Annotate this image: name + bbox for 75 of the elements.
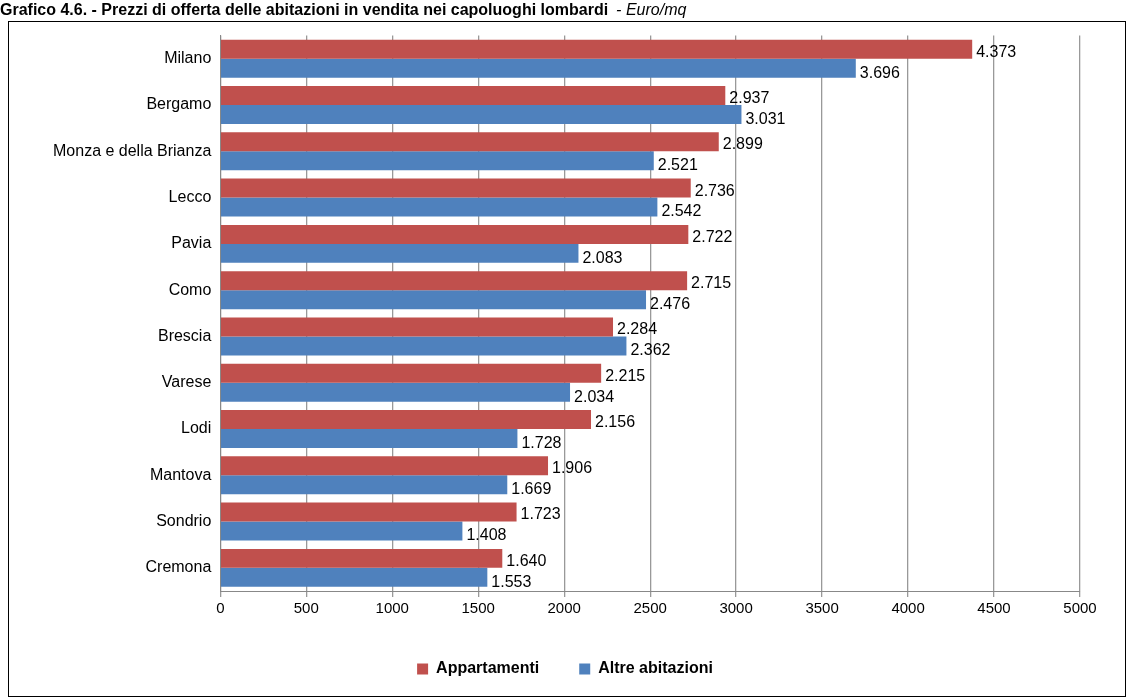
y-tick-label: Sondrio [156, 511, 212, 529]
y-tick-label: Lecco [168, 188, 212, 205]
bar [220, 429, 518, 448]
y-tick-label: Mantova [149, 465, 212, 483]
data-label: 2.722 [692, 227, 733, 245]
data-label: 2.476 [650, 295, 691, 313]
bar [220, 475, 508, 495]
bar [220, 382, 571, 402]
x-tick-label: 1500 [461, 599, 495, 617]
bar [220, 58, 856, 78]
y-tick-label: Milano [164, 49, 212, 67]
y-tick-label: Monza e della Brianza [53, 141, 212, 159]
data-label: 2.542 [661, 202, 702, 220]
bar [220, 456, 549, 476]
bar [220, 178, 691, 198]
x-tick-label: 500 [293, 599, 319, 617]
x-tick-label: 4000 [891, 599, 925, 617]
bar [220, 39, 973, 59]
bar [220, 132, 719, 152]
y-tick-label: Brescia [157, 326, 212, 344]
data-label: 2.083 [582, 248, 623, 266]
data-label: 3.696 [859, 63, 900, 81]
x-tick-label: 2000 [547, 599, 581, 617]
data-label: 2.736 [694, 181, 735, 199]
data-label: 1.408 [466, 526, 507, 544]
y-tick-label: Bergamo [146, 95, 212, 113]
bar [220, 197, 658, 217]
data-label: 4.373 [976, 42, 1017, 60]
bar [220, 502, 517, 522]
data-label: 2.521 [657, 156, 698, 174]
data-label: 1.640 [506, 551, 547, 569]
data-label: 2.899 [722, 135, 763, 153]
bar [220, 548, 503, 568]
data-label: 2.284 [617, 320, 658, 338]
data-label: 2.937 [729, 88, 770, 106]
x-tick-label: 3000 [719, 599, 753, 617]
data-label: 1.723 [520, 505, 561, 523]
bar [220, 243, 579, 263]
bar [220, 363, 602, 383]
x-tick-label: 2500 [633, 599, 667, 617]
data-label: 1.906 [552, 459, 593, 477]
x-tick-label: 3500 [805, 599, 839, 617]
data-label: 2.156 [595, 412, 636, 430]
bar [220, 336, 627, 356]
bar [220, 410, 592, 430]
y-tick-label: Pavia [171, 234, 212, 252]
data-label: 2.715 [691, 274, 732, 292]
bar [220, 86, 726, 106]
chart-subtitle: - Euro/mq [616, 1, 687, 19]
x-tick-label: 1000 [375, 599, 409, 617]
x-tick-label: 4500 [977, 599, 1011, 617]
bar [220, 567, 488, 587]
bar [220, 290, 647, 310]
chart-title: Grafico 4.6. - Prezzi di offerta delle abitazioni in vendita nei capoluoghi lombardi [0, 1, 609, 19]
bar [220, 317, 614, 337]
x-tick-label: 0 [216, 599, 225, 617]
bar [220, 151, 654, 171]
y-tick-label: Lodi [181, 419, 212, 437]
bar [220, 271, 688, 291]
bar [220, 224, 689, 244]
y-tick-label: Varese [161, 373, 212, 391]
data-label: 2.215 [605, 366, 646, 384]
legend-label: Altre abitazioni [598, 659, 713, 677]
data-label: 1.669 [511, 480, 552, 498]
data-label: 1.553 [491, 572, 532, 590]
x-tick-label: 5000 [1063, 599, 1097, 617]
data-label: 3.031 [745, 109, 786, 127]
data-label: 1.728 [521, 433, 562, 451]
y-tick-label: Cremona [145, 558, 212, 576]
bar [220, 105, 742, 124]
bar [220, 521, 463, 541]
legend-label: Appartamenti [436, 659, 540, 677]
y-tick-label: Como [168, 280, 212, 298]
data-label: 2.034 [574, 387, 615, 405]
data-label: 2.362 [630, 341, 671, 359]
